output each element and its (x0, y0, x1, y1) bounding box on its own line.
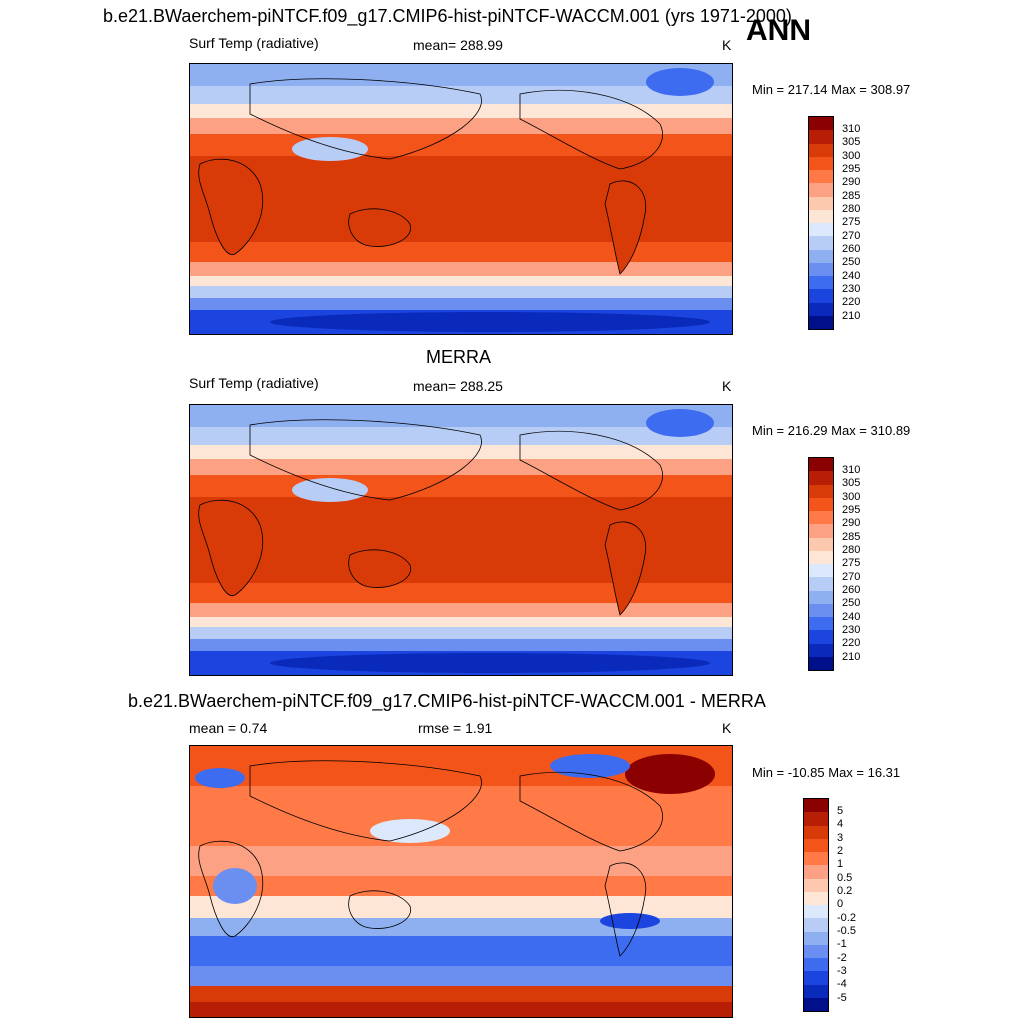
rmse-label: rmse = 1.91 (418, 720, 493, 736)
colorbar-tick: 2 (837, 844, 844, 857)
mean-label: mean = 0.74 (189, 720, 268, 736)
minmax-label: Min = 217.14 Max = 308.97 (752, 82, 911, 97)
colorbar-tick: 260 (842, 242, 861, 255)
colorbar-tick: -4 (837, 978, 847, 991)
colorbar-tick: 240 (842, 610, 861, 623)
colorbar-tick: -5 (837, 991, 847, 1004)
colorbar-tick: 270 (842, 229, 861, 242)
colorbar-tick: 295 (842, 162, 861, 175)
colorbar-tick: 220 (842, 637, 861, 650)
colorbar-tick: 220 (842, 296, 861, 309)
units-label: K (722, 378, 732, 394)
colorbar-tick: -0.2 (837, 911, 856, 924)
colorbar-tick: 230 (842, 282, 861, 295)
colorbar-labels: 5 4 3 2 1 0.5 0.2 0 -0.2 -0.5 -1 -2 -3 -… (837, 805, 856, 1005)
variable-label: Surf Temp (radiative) (189, 375, 319, 391)
colorbar-tick: 280 (842, 202, 861, 215)
minmax-label: Min = 216.29 Max = 310.89 (752, 423, 911, 438)
colorbar-tick: 5 (837, 805, 844, 817)
panel-title: MERRA (426, 347, 492, 367)
units-label: K (722, 720, 732, 736)
colorbar-tick: 0 (837, 898, 844, 911)
colorbar-tick: 0.5 (837, 871, 853, 884)
colorbar-tick: 3 (837, 831, 844, 844)
colorbar-tick: 0.2 (837, 884, 853, 897)
colorbar-tick: 1 (837, 858, 844, 871)
colorbar-tick: 285 (842, 530, 861, 543)
colorbar-tick: 270 (842, 570, 861, 583)
colorbar-tick: 230 (842, 623, 861, 636)
colorbar-tick: -0.5 (837, 924, 856, 937)
colorbar-tick: 310 (842, 123, 861, 135)
season-label: ANN (746, 14, 811, 47)
colorbar-tick: 300 (842, 490, 861, 503)
colorbar-tick: 290 (842, 176, 861, 189)
colorbar-tick: -3 (837, 964, 847, 977)
colorbar-tick: 275 (842, 216, 861, 229)
mean-label: mean= 288.99 (413, 37, 503, 53)
colorbar (808, 116, 834, 330)
colorbar-tick: 305 (842, 136, 861, 149)
colorbar (808, 457, 834, 671)
colorbar-tick: 210 (842, 650, 861, 663)
colorbar-tick: 310 (842, 464, 861, 476)
colorbar-tick: 275 (842, 557, 861, 570)
colorbar (803, 798, 829, 1012)
colorbar-tick: 280 (842, 543, 861, 556)
panel-title: b.e21.BWaerchem-piNTCF.f09_g17.CMIP6-his… (128, 691, 766, 711)
colorbar-tick: 240 (842, 269, 861, 282)
colorbar-tick: 300 (842, 149, 861, 162)
mean-label: mean= 288.25 (413, 378, 503, 394)
colorbar-tick: 260 (842, 583, 861, 596)
colorbar-tick: 250 (842, 256, 861, 269)
temperature-map (189, 63, 733, 335)
colorbar-tick: 295 (842, 503, 861, 516)
colorbar-tick: 4 (837, 818, 844, 831)
colorbar-tick: 250 (842, 597, 861, 610)
panel-title: b.e21.BWaerchem-piNTCF.f09_g17.CMIP6-his… (103, 6, 792, 26)
colorbar-tick: 290 (842, 517, 861, 530)
minmax-label: Min = -10.85 Max = 16.31 (752, 765, 901, 780)
colorbar-labels: 310 305 300 295 290 285 280 275 270 260 … (842, 123, 860, 323)
colorbar-tick: 285 (842, 189, 861, 202)
colorbar-labels: 310 305 300 295 290 285 280 275 270 260 … (842, 464, 860, 664)
colorbar-tick: 305 (842, 477, 861, 490)
colorbar-tick: -1 (837, 938, 847, 951)
colorbar-tick: 210 (842, 309, 861, 322)
variable-label: Surf Temp (radiative) (189, 35, 319, 51)
colorbar-tick: -2 (837, 951, 847, 964)
difference-map (189, 745, 733, 1018)
units-label: K (722, 37, 732, 53)
temperature-map (189, 404, 733, 676)
